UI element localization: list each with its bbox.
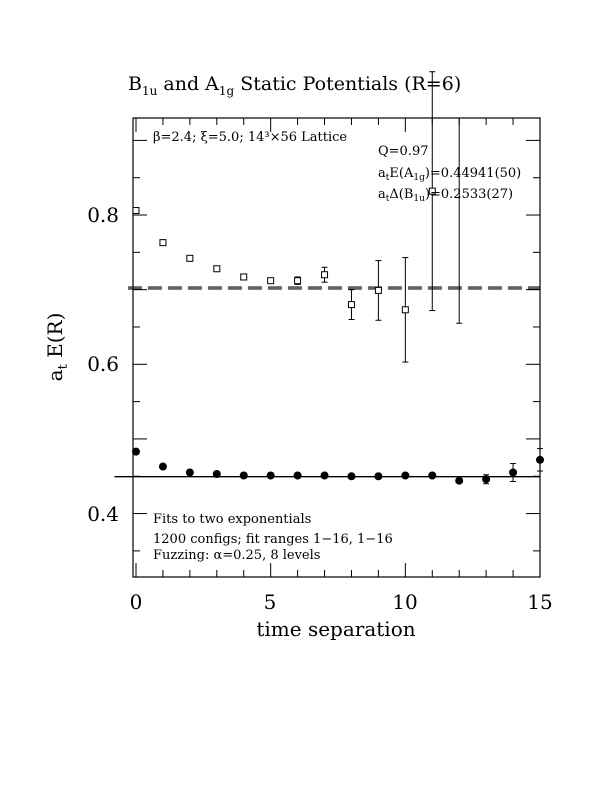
lattice-annotation: β=2.4; ξ=5.0; 14³×56 Lattice <box>153 130 347 145</box>
circle-point-4 <box>239 471 248 480</box>
gap-annotation: atΔ(B1u)=0.2533(27) <box>378 187 513 204</box>
square-point-1 <box>159 239 167 247</box>
series-open-squares <box>132 71 436 363</box>
circle-point-14 <box>509 468 518 477</box>
x-tick-label-10: 10 <box>392 590 417 614</box>
circle-point-2 <box>185 468 194 477</box>
x-tick-label-15: 15 <box>527 590 552 614</box>
chart-title: B1u and A1g Static Potentials (R=6) <box>128 73 461 98</box>
y-tick-label-0.6: 0.6 <box>87 352 119 376</box>
fit-lines <box>114 286 540 478</box>
circle-point-11 <box>428 471 437 480</box>
fits-annotation-2: 1200 configs; fit ranges 1−16, 1−16 <box>153 532 393 547</box>
x-axis-label: time separation <box>256 617 415 641</box>
square-point-10 <box>401 306 409 314</box>
x-tick-label-5: 5 <box>264 590 277 614</box>
circle-point-15 <box>536 455 544 464</box>
y-tick-labels: 0.4 0.6 0.8 <box>87 203 119 526</box>
x-tick-label-0: 0 <box>130 590 143 614</box>
circle-point-10 <box>401 471 410 480</box>
y-axis-label: at E(R) <box>43 313 71 382</box>
y-tick-label-0.4: 0.4 <box>87 502 119 526</box>
circle-point-5 <box>266 471 275 480</box>
x-tick-labels: 0 5 10 15 <box>130 590 553 614</box>
circle-point-8 <box>347 472 356 481</box>
square-point-0 <box>132 207 140 215</box>
circle-point-13 <box>482 475 491 484</box>
fits-annotation-3: Fuzzing: α=0.25, 8 levels <box>153 548 320 563</box>
series-filled-circles <box>132 447 544 485</box>
energy-annotation: atE(A1g)=0.44941(50) <box>378 166 521 183</box>
square-point-9 <box>374 286 382 294</box>
square-point-11 <box>428 187 436 195</box>
square-point-7 <box>321 271 329 279</box>
plot-frame <box>132 117 541 578</box>
circle-point-1 <box>158 462 167 471</box>
square-point-2 <box>186 254 194 262</box>
tall-error-bar <box>456 118 463 324</box>
circle-point-0 <box>132 447 140 456</box>
y-tick-label-0.8: 0.8 <box>87 203 119 227</box>
circle-point-7 <box>320 471 329 480</box>
circle-point-12 <box>455 476 464 485</box>
circle-point-9 <box>374 472 383 481</box>
fits-annotation-1: Fits to two exponentials <box>153 512 311 527</box>
square-point-6 <box>294 277 302 285</box>
circle-point-6 <box>293 471 302 480</box>
circle-point-3 <box>212 470 221 479</box>
q-annotation: Q=0.97 <box>378 144 429 159</box>
square-point-4 <box>240 273 248 281</box>
square-point-5 <box>267 277 275 285</box>
square-point-8 <box>347 301 355 309</box>
square-point-3 <box>213 265 221 273</box>
